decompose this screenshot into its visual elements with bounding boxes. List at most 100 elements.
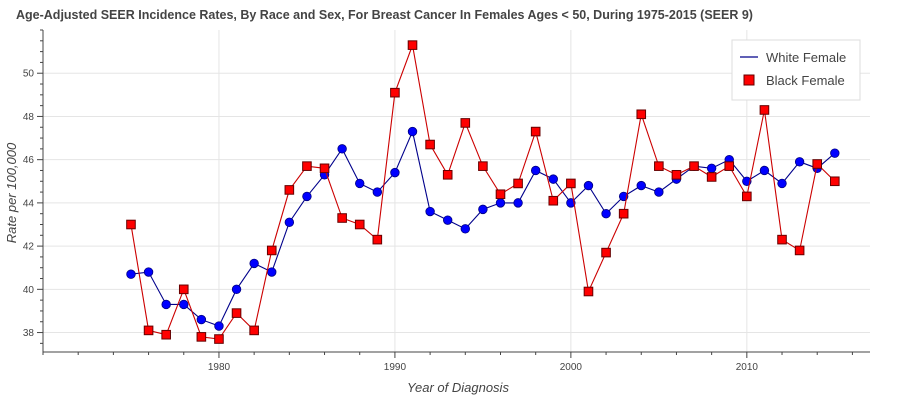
point-black-female [742, 191, 752, 202]
point-black-female [689, 161, 699, 171]
point-white-female [443, 215, 453, 225]
point-black-female [513, 178, 523, 189]
point-white-female [126, 269, 136, 279]
y-tick-label: 44 [23, 198, 35, 209]
point-white-female [706, 163, 717, 174]
point-black-female [530, 126, 541, 137]
point-white-female [601, 208, 611, 219]
axes: 1980 1990 2000 2010 38 40 42 44 46 48 50 [23, 29, 870, 373]
point-black-female [601, 247, 611, 258]
x-tick-label: 1980 [208, 362, 231, 373]
point-black-female [337, 213, 347, 223]
point-black-female [636, 109, 647, 120]
x-tick-label: 1990 [384, 362, 407, 373]
legend-label-black-female: Black Female [766, 73, 845, 88]
point-black-female [671, 169, 682, 180]
legend-label-white-female: White Female [766, 50, 846, 65]
series-black-female [126, 40, 840, 344]
point-white-female [143, 267, 154, 277]
point-white-female [777, 178, 787, 189]
point-black-female [284, 185, 295, 195]
point-white-female [425, 206, 435, 217]
point-white-female [231, 284, 242, 295]
point-white-female [179, 299, 189, 310]
point-white-female [161, 299, 171, 310]
point-white-female [583, 180, 594, 191]
point-white-female [372, 187, 383, 197]
y-tick-label: 42 [23, 242, 35, 253]
point-white-female [530, 165, 541, 176]
point-white-female [355, 178, 365, 189]
y-axis-label: Rate per 100,000 [4, 142, 19, 243]
point-white-female [830, 148, 840, 158]
point-white-female [794, 157, 805, 167]
point-black-female [724, 161, 735, 171]
point-black-female [372, 234, 383, 245]
point-black-female [407, 40, 418, 50]
point-white-female [460, 224, 470, 234]
legend-box [731, 39, 861, 101]
point-black-female [812, 159, 823, 169]
point-black-female [478, 161, 488, 171]
point-white-female [636, 180, 646, 191]
point-white-female [267, 267, 277, 277]
point-black-female [794, 245, 805, 256]
point-white-female [284, 217, 295, 228]
point-white-female [513, 198, 523, 208]
series-layer [126, 40, 840, 344]
point-white-female [407, 126, 418, 137]
y-tick-label: 48 [23, 112, 35, 123]
chart-title: Age-Adjusted SEER Incidence Rates, By Ra… [16, 8, 753, 22]
point-black-female [178, 284, 189, 295]
point-black-female [302, 161, 312, 171]
x-tick-label: 2000 [560, 362, 583, 373]
point-white-female [302, 191, 312, 202]
point-white-female [495, 198, 506, 208]
point-black-female [706, 172, 717, 182]
point-black-female [777, 234, 787, 245]
point-white-female [249, 258, 259, 269]
point-black-female [495, 189, 506, 200]
point-black-female [319, 163, 330, 174]
point-black-female [231, 308, 242, 318]
y-tick-label: 38 [23, 328, 35, 339]
series-white-female [126, 126, 840, 331]
point-white-female [196, 314, 207, 325]
y-tick-label: 50 [23, 69, 35, 80]
legend: White Female Black Female [731, 39, 861, 101]
point-black-female [126, 219, 136, 230]
point-white-female [566, 198, 576, 208]
point-white-female [759, 165, 770, 176]
point-black-female [759, 105, 770, 115]
point-white-female [390, 167, 400, 178]
x-axis-label: Year of Diagnosis [407, 380, 509, 395]
point-black-female [583, 286, 594, 297]
point-black-female [196, 332, 207, 342]
point-white-female [478, 204, 488, 215]
point-black-female [654, 161, 664, 171]
point-black-female [566, 178, 576, 189]
point-black-female [830, 176, 840, 187]
y-tick-label: 40 [23, 285, 35, 296]
line-black-female [130, 43, 836, 340]
point-black-female [390, 87, 400, 98]
legend-swatch-black-female [743, 74, 755, 86]
point-black-female [618, 208, 629, 219]
x-tick-label: 2010 [736, 362, 759, 373]
point-black-female [425, 139, 435, 150]
point-black-female [143, 325, 154, 336]
point-white-female [337, 144, 347, 154]
point-black-female [249, 325, 259, 336]
point-white-female [214, 321, 224, 331]
point-black-female [354, 219, 365, 230]
point-black-female [548, 195, 559, 206]
point-black-female [460, 118, 471, 128]
point-black-female [442, 169, 453, 180]
point-white-female [548, 174, 558, 184]
point-black-female [214, 334, 224, 344]
point-white-female [654, 187, 664, 197]
point-black-female [161, 329, 171, 340]
y-tick-label: 46 [23, 155, 35, 166]
